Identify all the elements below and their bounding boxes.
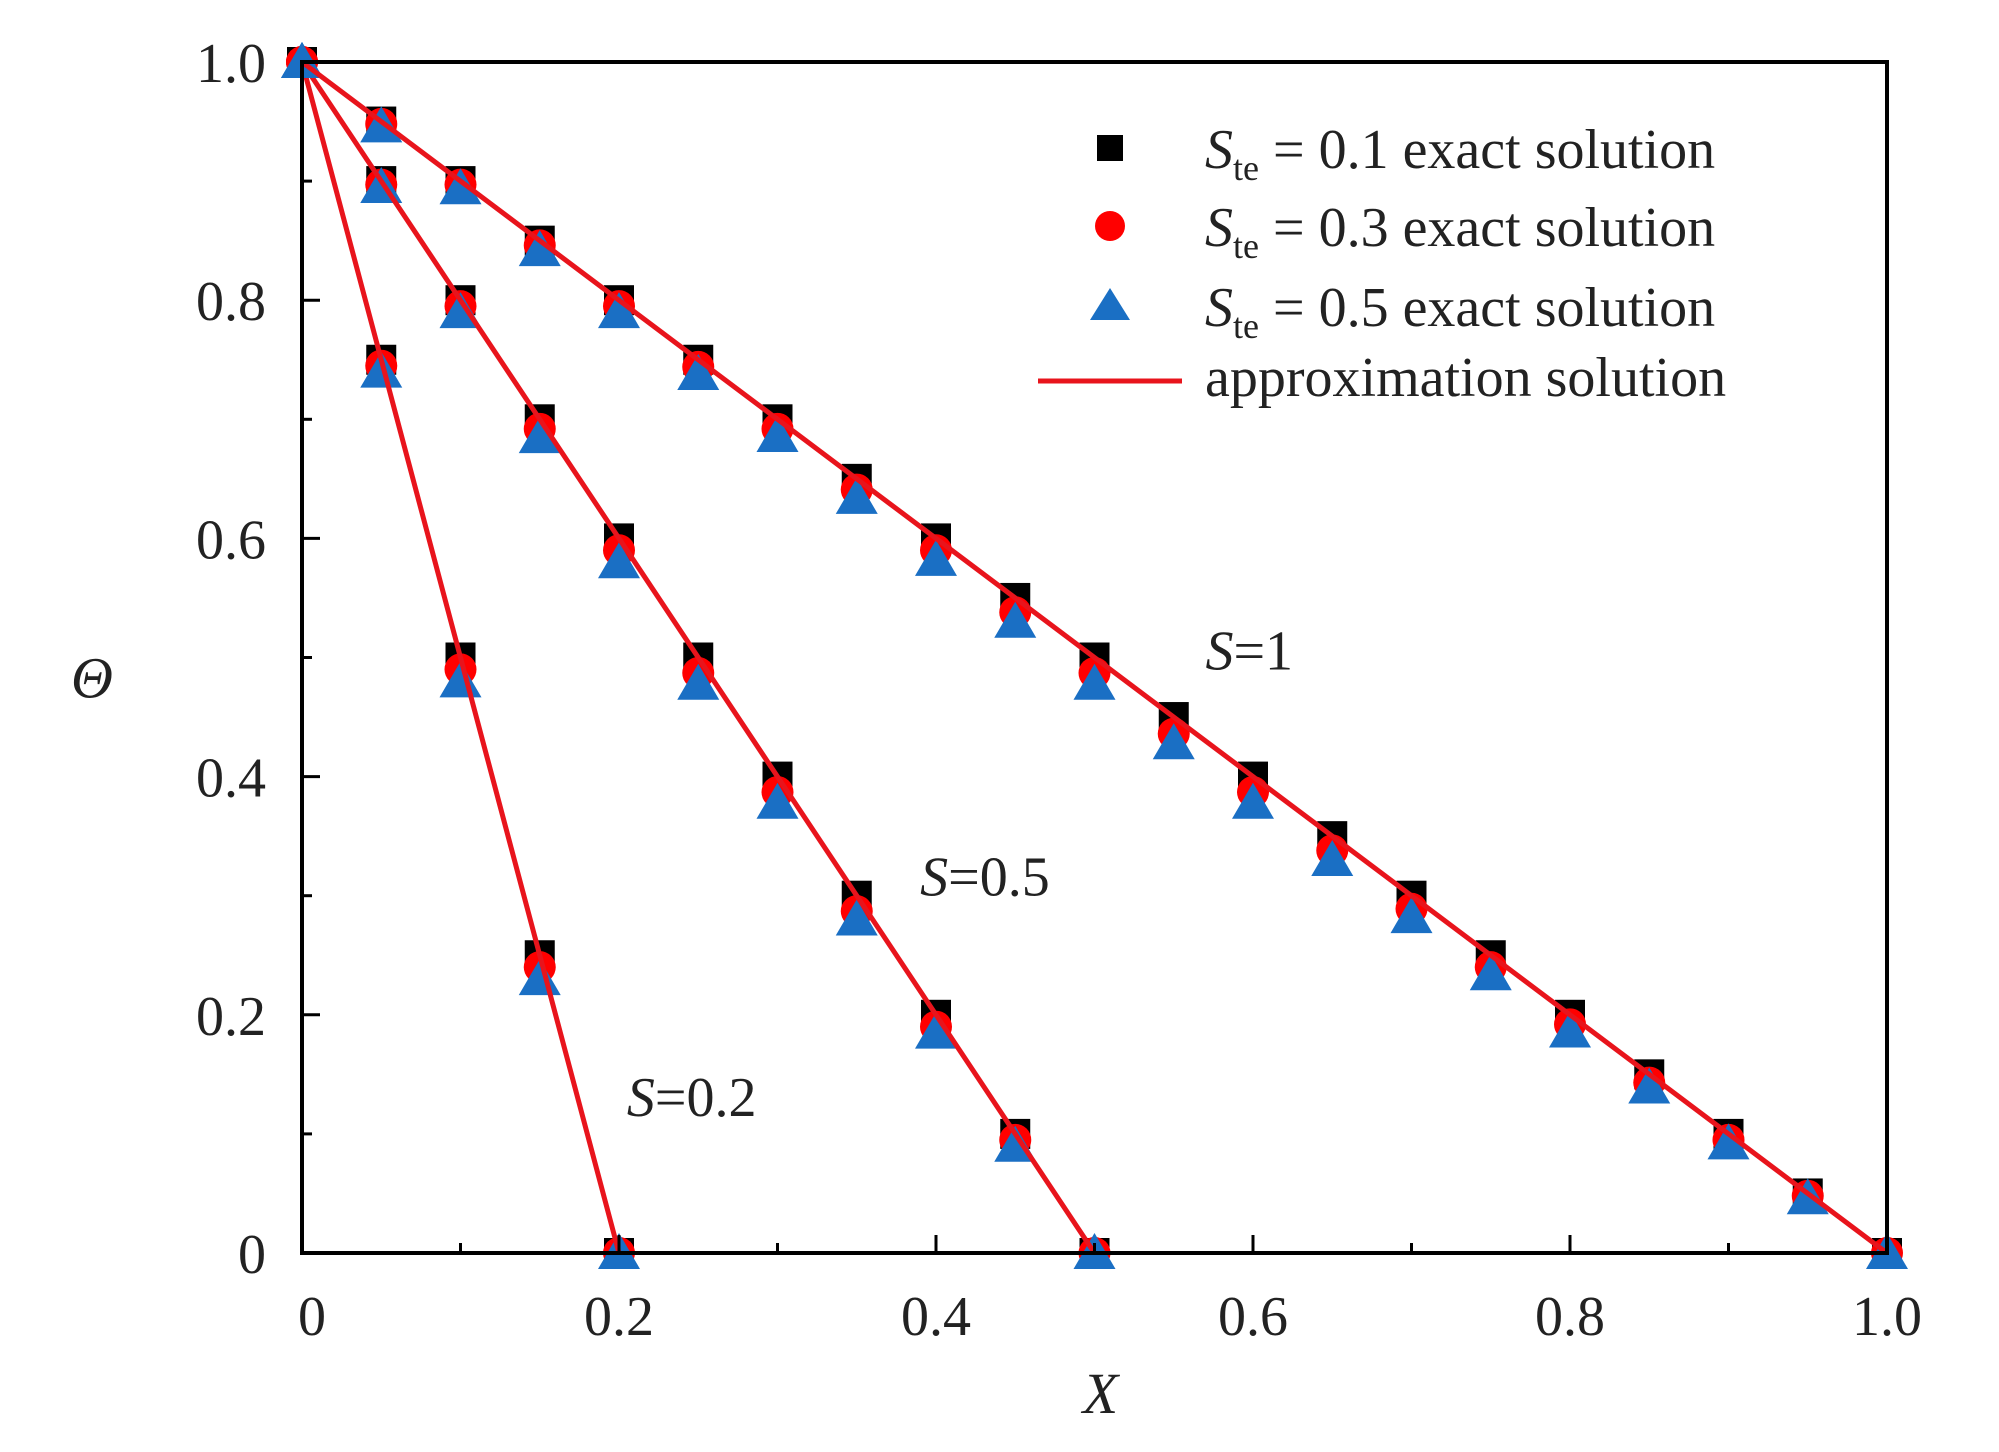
triangle-point (1390, 897, 1433, 934)
y-tick-label: 0.6 (196, 509, 266, 571)
plot-marks (281, 42, 1908, 1269)
triangle-point (915, 539, 957, 576)
triangle-point (835, 477, 878, 514)
approximation-line (299, 60, 1097, 1255)
curve-2 (281, 42, 1908, 1269)
triangle-point (518, 417, 561, 454)
curve-label: S=0.2 (627, 1067, 757, 1129)
axis-tick-labels: 0 0.2 0.4 0.6 0.8 1.0 0 0.2 0.4 0.6 0.8 1.0 (196, 33, 1922, 1348)
approximation-line (299, 61, 622, 1254)
y-tick-label: 0 (238, 1224, 266, 1286)
curve-labels: S=0.2 S=0.5 S=1 (627, 620, 1293, 1129)
triangle-point (1469, 954, 1512, 991)
triangle-point (677, 354, 720, 391)
x-tick-label: 0.4 (901, 1286, 971, 1348)
curve-label: S=1 (1205, 620, 1293, 682)
legend-label: approximation solution (1205, 347, 1726, 409)
legend-item: Ste = 0.5 exact solution (1090, 277, 1715, 346)
legend-item: Ste = 0.1 exact solution (1097, 119, 1715, 188)
x-axis-title: X (1081, 1361, 1121, 1426)
legend-item: Ste = 0.3 exact solution (1095, 197, 1715, 266)
legend-label: Ste = 0.5 exact solution (1205, 277, 1715, 346)
curve-1 (281, 42, 1116, 1269)
triangle-point (360, 351, 403, 388)
legend-circle-icon (1095, 211, 1125, 241)
triangle-point (1311, 839, 1354, 876)
x-tick-label: 0 (298, 1286, 326, 1348)
x-tick-label: 0.8 (1535, 1286, 1605, 1348)
approximation-line (300, 60, 1889, 1255)
y-tick-label: 0.2 (196, 986, 266, 1048)
triangle-point (1549, 1011, 1591, 1048)
y-tick-label: 1.0 (196, 33, 266, 95)
legend: Ste = 0.1 exact solution Ste = 0.3 exact … (1038, 119, 1726, 409)
y-axis-title: Θ (71, 646, 113, 711)
legend-label: Ste = 0.1 exact solution (1205, 119, 1715, 188)
triangle-point (598, 292, 640, 329)
triangle-point (1152, 723, 1195, 760)
triangle-point (439, 168, 482, 205)
curve-label: S=0.5 (920, 847, 1050, 909)
legend-triangle-icon (1090, 288, 1130, 320)
axis-ticks (300, 60, 1889, 1255)
y-tick-label: 0.4 (196, 748, 266, 810)
legend-item: approximation solution (1038, 347, 1726, 409)
triangle-point (756, 415, 799, 452)
triangle-point (1073, 663, 1116, 700)
y-tick-label: 0.8 (196, 271, 266, 333)
triangle-point (835, 899, 878, 936)
curve-0 (281, 42, 640, 1269)
triangle-point (1628, 1067, 1671, 1104)
x-tick-label: 0.6 (1218, 1286, 1288, 1348)
triangle-point (1232, 782, 1274, 819)
triangle-point (598, 542, 640, 579)
x-tick-label: 1.0 (1852, 1286, 1922, 1348)
triangle-point (518, 230, 561, 267)
triangle-point (1707, 1123, 1750, 1160)
triangle-point (994, 601, 1037, 638)
triangle-point (756, 782, 799, 819)
x-tick-label: 0.2 (584, 1286, 654, 1348)
legend-label: Ste = 0.3 exact solution (1205, 197, 1715, 266)
legend-square-icon (1097, 135, 1123, 161)
triangle-point (677, 663, 720, 700)
triangle-point (915, 1012, 957, 1049)
